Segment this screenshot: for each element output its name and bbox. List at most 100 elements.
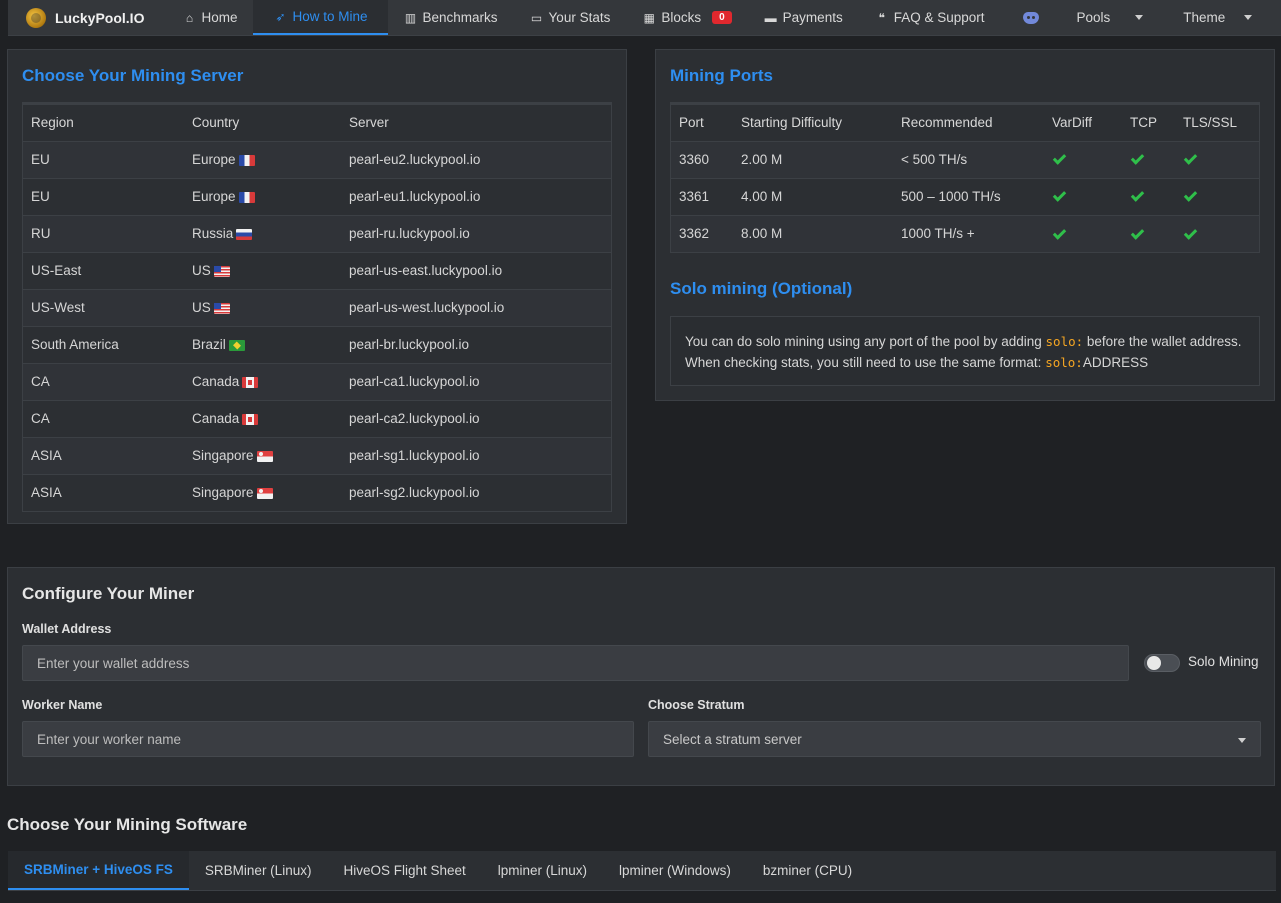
server-hostname[interactable]: pearl-sg2.luckypool.io (341, 473, 611, 511)
solo-text-3: When checking stats, you still need to u… (685, 355, 1046, 370)
wallet-address-input[interactable] (22, 645, 1129, 681)
solo-format-code: solo: (1045, 355, 1083, 370)
port-tcp (1122, 177, 1175, 215)
check-icon (1052, 225, 1067, 240)
nav-blocks[interactable]: ▦ Blocks 0 (626, 0, 747, 35)
server-hostname[interactable]: pearl-ru.luckypool.io (341, 214, 611, 252)
solo-mining-toggle[interactable] (1144, 654, 1180, 672)
choose-stratum-label: Choose Stratum (648, 698, 745, 712)
server-row: RU Russia pearl-ru.luckypool.io (23, 214, 611, 252)
server-row: ASIA Singapore pearl-sg1.luckypool.io (23, 436, 611, 474)
nav-discord[interactable] (1001, 0, 1061, 35)
software-tab[interactable]: bzminer (CPU) (762, 863, 853, 878)
check-icon (1130, 188, 1145, 203)
mining-software-tabs: SRBMiner + HiveOS FS SRBMiner (Linux) Hive… (8, 851, 1276, 891)
nav-payments-label: Payments (782, 10, 843, 25)
server-region: South America (23, 325, 184, 363)
flag-ca-icon (242, 376, 259, 388)
port-row: 3360 2.00 M < 500 TH/s (671, 140, 1259, 178)
stratum-select[interactable]: Select a stratum server (648, 721, 1261, 757)
software-tab[interactable]: HiveOS Flight Sheet (343, 863, 466, 878)
stratum-select-value: Select a stratum server (663, 731, 802, 747)
port-tcp (1122, 214, 1175, 252)
mining-server-title: Choose Your Mining Server (22, 66, 244, 85)
nav-home-label: Home (201, 10, 238, 25)
software-tab[interactable]: SRBMiner + HiveOS FS (8, 851, 189, 890)
solo-prefix-code: solo: (1045, 334, 1084, 349)
server-region: EU (23, 140, 184, 178)
server-hostname[interactable]: pearl-us-west.luckypool.io (341, 288, 611, 326)
credit-card-icon: ▬ (764, 10, 777, 25)
check-icon (1183, 188, 1198, 203)
col-starting-difficulty: Starting Difficulty (733, 103, 893, 142)
nav-benchmarks[interactable]: ▥ Benchmarks (388, 0, 514, 35)
check-icon (1183, 151, 1198, 166)
mining-server-table: Region Country Server EU Europe pearl-eu2.… (22, 102, 612, 512)
server-hostname[interactable]: pearl-br.luckypool.io (341, 325, 611, 363)
flag-br-icon (228, 339, 245, 351)
nav-theme-dropdown[interactable]: Theme (1155, 0, 1258, 35)
nav-faq-support[interactable]: ❝ FAQ & Support (859, 0, 1001, 35)
flag-sg-icon (256, 450, 273, 462)
server-hostname[interactable]: pearl-eu2.luckypool.io (341, 140, 611, 178)
port-tls (1175, 177, 1259, 215)
col-country: Country (184, 103, 341, 142)
rocket-icon: ➶ (275, 9, 286, 24)
top-navbar: LuckyPool.IO ⌂ Home ➶ How to Mine ▥ Benc… (8, 0, 1281, 36)
nav-how-to-mine[interactable]: ➶ How to Mine (253, 0, 388, 35)
worker-name-input[interactable] (22, 721, 634, 757)
port-row: 3362 8.00 M 1000 TH/s + (671, 214, 1259, 252)
solo-text-2: before the wallet address. (1083, 334, 1242, 349)
flag-fr-icon (238, 154, 255, 166)
flag-sg-icon (256, 488, 273, 500)
discord-icon (1022, 11, 1039, 24)
grid-icon: ▦ (643, 10, 656, 25)
flag-us-icon (213, 265, 230, 277)
nav-home[interactable]: ⌂ Home (166, 0, 253, 35)
server-row: EU Europe pearl-eu2.luckypool.io (23, 140, 611, 178)
server-hostname[interactable]: pearl-ca2.luckypool.io (341, 399, 611, 437)
software-tab[interactable]: SRBMiner (Linux) (204, 863, 312, 878)
port-vardiff (1044, 214, 1122, 252)
port-vardiff (1044, 140, 1122, 178)
port-row: 3361 4.00 M 500 – 1000 TH/s (671, 177, 1259, 215)
server-country: Europe (184, 177, 341, 215)
software-tab[interactable]: lpminer (Windows) (619, 863, 731, 878)
software-tab[interactable]: lpminer (Linux) (497, 863, 588, 878)
check-icon (1052, 151, 1067, 166)
solo-text-1: You can do solo mining using any port of… (685, 334, 1046, 349)
worker-name-label: Worker Name (22, 698, 103, 712)
server-row: ASIA Singapore pearl-sg2.luckypool.io (23, 473, 611, 511)
port-difficulty: 4.00 M (733, 177, 893, 215)
flag-ru-icon (236, 228, 253, 240)
server-hostname[interactable]: pearl-sg1.luckypool.io (341, 436, 611, 474)
mining-software-title: Choose Your Mining Software (7, 815, 248, 834)
server-country-name: Singapore (192, 485, 254, 501)
nav-payments[interactable]: ▬ Payments (748, 0, 859, 35)
server-region: US-West (23, 288, 184, 326)
solo-mining-info: You can do solo mining using any port of… (670, 316, 1260, 386)
server-hostname[interactable]: pearl-ca1.luckypool.io (341, 362, 611, 400)
check-icon (1052, 188, 1067, 203)
server-country-name: Europe (192, 189, 236, 204)
server-region: ASIA (23, 436, 184, 474)
brand-name: LuckyPool.IO (55, 9, 145, 26)
port-number: 3360 (671, 140, 733, 178)
brand-link[interactable]: LuckyPool.IO (8, 0, 166, 35)
blocks-count-badge: 0 (712, 11, 732, 24)
port-difficulty: 8.00 M (733, 214, 893, 252)
server-hostname[interactable]: pearl-us-east.luckypool.io (341, 251, 611, 289)
nav-pools-label: Pools (1076, 10, 1111, 25)
port-tls (1175, 140, 1259, 178)
nav-pools-dropdown[interactable]: Pools (1061, 0, 1156, 35)
server-country: Singapore (184, 473, 341, 511)
server-region: EU (23, 177, 184, 215)
nav-theme-label: Theme (1183, 10, 1226, 25)
bar-chart-icon: ▥ (404, 10, 417, 25)
nav-your-stats[interactable]: ▭ Your Stats (514, 0, 627, 35)
server-hostname[interactable]: pearl-eu1.luckypool.io (341, 177, 611, 215)
chevron-down-icon (1135, 15, 1144, 20)
solo-mining-title: Solo mining (Optional) (670, 279, 853, 298)
server-country-name: US (192, 300, 211, 315)
server-row: South America Brazil pearl-br.luckypool.io (23, 325, 611, 363)
